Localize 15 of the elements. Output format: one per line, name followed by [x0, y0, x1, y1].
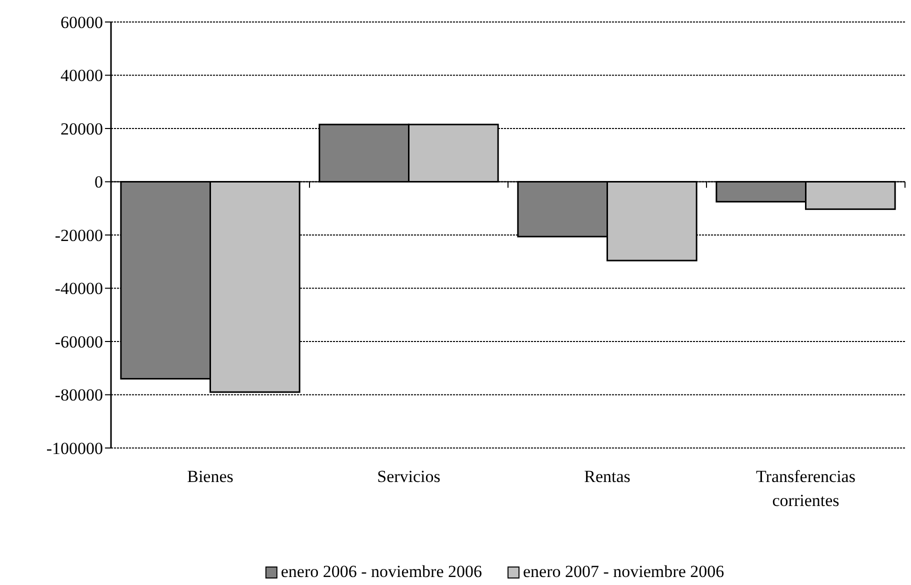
y-tick-label: -100000	[46, 438, 103, 458]
x-tick-label: Rentas	[584, 467, 630, 486]
x-tick-label: Transferencias corrientes	[756, 467, 856, 510]
legend-label: enero 2006 - noviembre 2006	[280, 562, 482, 581]
y-tick-label: 60000	[60, 12, 103, 32]
y-tick-label: 0	[94, 172, 103, 192]
y-tick-label: -40000	[54, 279, 103, 298]
y-tick-label: -80000	[54, 386, 103, 405]
y-tick-label: 20000	[60, 119, 103, 138]
y-tick-label: 40000	[60, 66, 103, 86]
y-tick-label: -20000	[54, 226, 103, 245]
x-tick-label: Bienes	[187, 467, 234, 486]
legend-label: enero 2007 - noviembre 2006	[523, 562, 724, 581]
y-tick-label: -60000	[54, 332, 103, 352]
x-tick-label: Servicios	[377, 467, 440, 486]
